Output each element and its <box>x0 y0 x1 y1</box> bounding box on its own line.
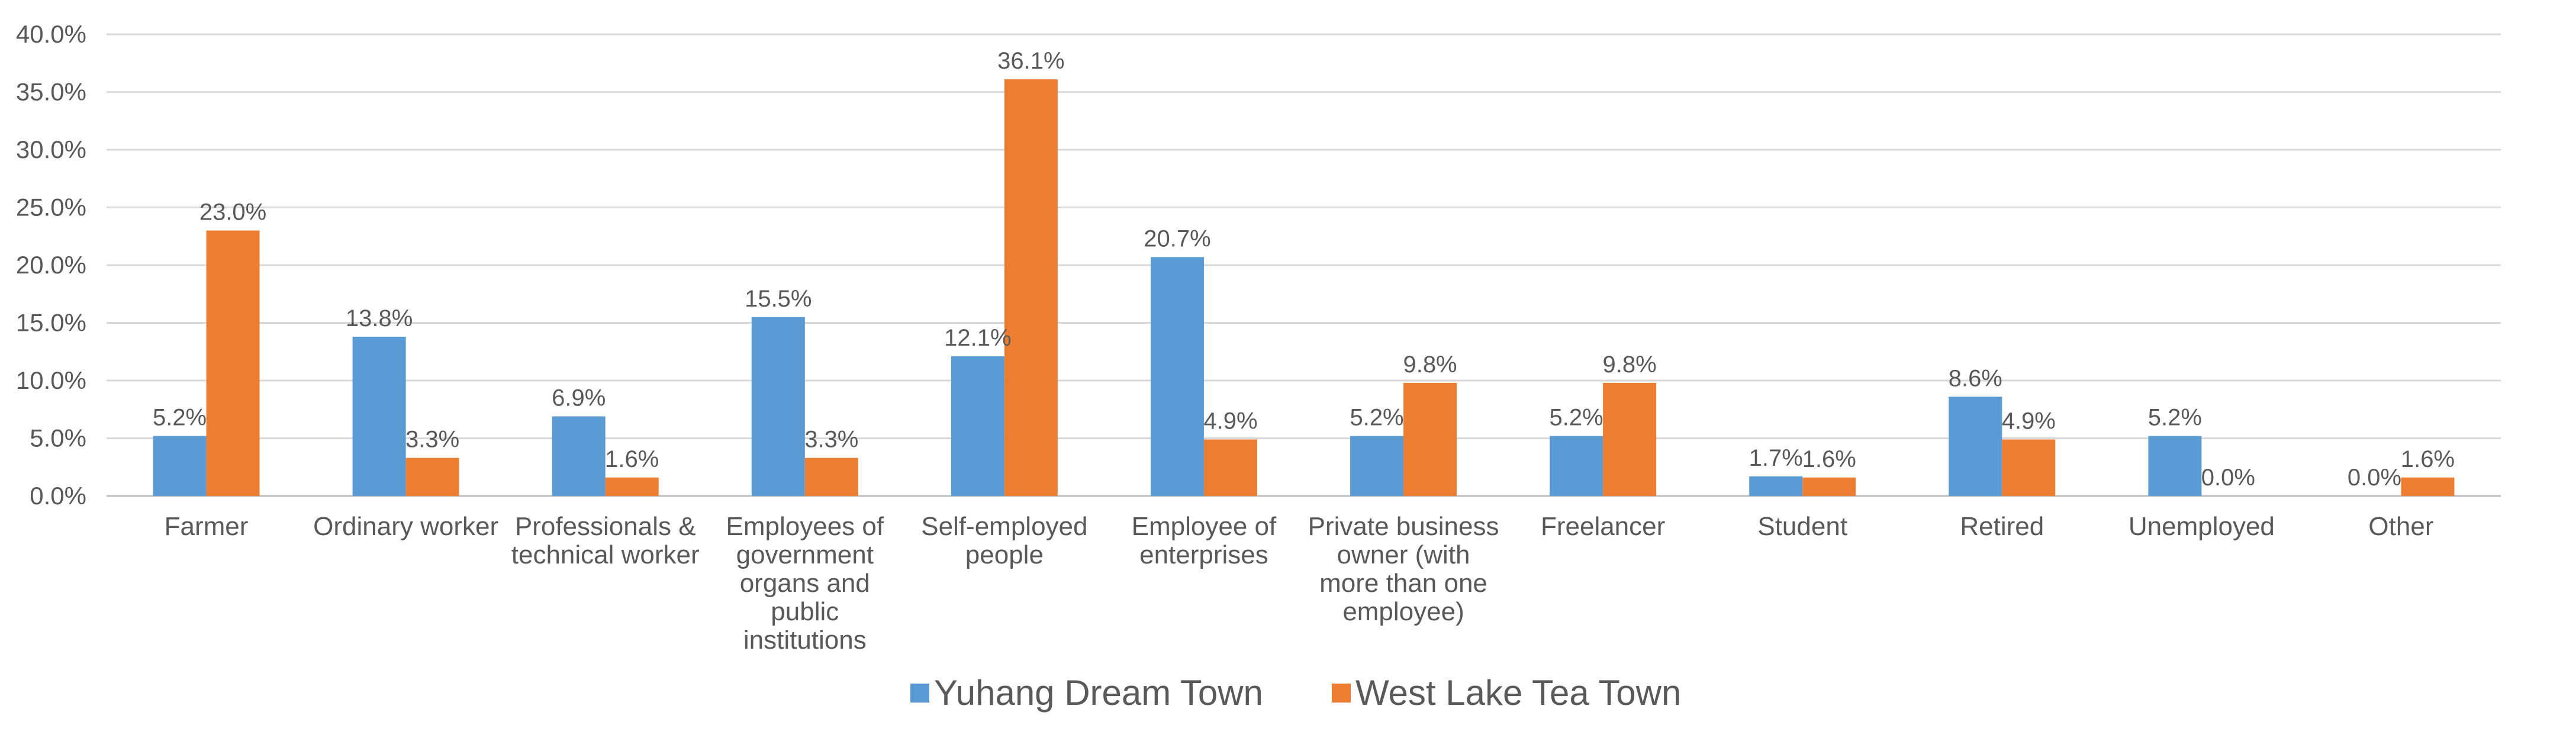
data-label: 36.1% <box>997 48 1064 74</box>
bar-yuhang <box>951 356 1004 496</box>
x-category-label: Farmer <box>165 512 249 541</box>
y-tick-label: 30.0% <box>16 136 86 163</box>
data-label: 23.0% <box>199 199 266 225</box>
data-label: 5.2% <box>153 405 207 431</box>
legend-swatch <box>1332 684 1351 703</box>
bar-west-lake <box>405 458 459 496</box>
bar-yuhang <box>552 416 606 496</box>
bar-west-lake <box>1603 382 1657 496</box>
data-label: 0.0% <box>2348 465 2401 491</box>
bar-west-lake <box>206 230 260 496</box>
bar-west-lake <box>2401 477 2455 496</box>
data-label: 13.8% <box>346 305 413 331</box>
bar-yuhang <box>153 436 207 496</box>
bar-yuhang <box>1749 476 1803 496</box>
data-label: 0.0% <box>2201 465 2255 491</box>
x-category-label: Ordinary worker <box>313 512 498 541</box>
data-label: 20.7% <box>1144 225 1210 252</box>
data-label: 5.2% <box>1350 405 1403 431</box>
x-category-label: Employees of government organs and public in… <box>726 512 884 655</box>
bar-west-lake <box>605 477 659 496</box>
y-tick-label: 20.0% <box>16 251 86 279</box>
x-category-label: Other <box>2368 512 2433 541</box>
bar-yuhang <box>751 317 805 496</box>
data-label: 1.6% <box>605 446 659 472</box>
gridlines <box>107 33 2501 497</box>
data-label: 5.2% <box>1550 405 1603 431</box>
data-label: 9.8% <box>1403 352 1457 378</box>
data-label: 6.9% <box>552 385 606 411</box>
legend-swatch <box>910 684 929 703</box>
y-tick-label: 0.0% <box>30 482 86 510</box>
y-tick-label: 5.0% <box>30 424 86 452</box>
data-label: 15.5% <box>745 286 812 312</box>
y-tick-label: 15.0% <box>16 309 86 337</box>
x-category-label: Freelancer <box>1541 512 1665 541</box>
x-category-label: Student <box>1757 512 1847 541</box>
bar-yuhang <box>1150 257 1204 496</box>
legend: Yuhang Dream Town West Lake Tea Town <box>910 673 1681 713</box>
y-tick-label: 10.0% <box>16 366 86 394</box>
y-axis: 0.0% 5.0% 10.0% 15.0% 20.0% 25.0% 30.0% 35.0% 40… <box>16 20 86 510</box>
x-category-label: Employee of enterprises <box>1132 512 1277 569</box>
y-tick-label: 35.0% <box>16 78 86 106</box>
data-label: 3.3% <box>804 427 858 453</box>
x-category-label: Unemployed <box>2129 512 2275 541</box>
legend-label: Yuhang Dream Town <box>934 673 1263 713</box>
y-tick-label: 25.0% <box>16 194 86 221</box>
bar-yuhang <box>1350 436 1404 496</box>
data-label: 1.7% <box>1749 445 1803 471</box>
data-label: 1.6% <box>2401 446 2455 472</box>
bar-west-lake <box>2002 439 2056 496</box>
data-label: 8.6% <box>1949 365 2002 391</box>
data-label: 3.3% <box>405 427 459 453</box>
data-label: 9.8% <box>1603 352 1657 378</box>
x-category-label: Professionals & technical worker <box>511 512 700 569</box>
bar-yuhang <box>2148 436 2202 496</box>
data-label: 5.2% <box>2148 405 2202 431</box>
bar-yuhang <box>1949 397 2002 496</box>
data-labels: 5.2% 23.0% 13.8% 3.3% 6.9% 1.6% 15.5% 3.3% 12.1%… <box>153 48 2455 491</box>
bar-west-lake <box>804 458 858 496</box>
x-axis: Farmer Ordinary worker Professionals & tech… <box>165 512 2434 655</box>
data-label: 1.6% <box>1802 446 1856 472</box>
data-label: 12.1% <box>944 325 1011 351</box>
bar-west-lake <box>1403 382 1457 496</box>
x-category-label: Private business owner (with more than one… <box>1308 512 1499 626</box>
bar-yuhang <box>1550 436 1603 496</box>
data-label: 4.9% <box>2002 408 2056 434</box>
bar-yuhang <box>352 336 406 496</box>
bar-west-lake <box>1203 439 1257 496</box>
x-category-label: Self-employed people <box>921 512 1087 569</box>
bars <box>153 79 2455 497</box>
y-tick-label: 40.0% <box>16 20 86 48</box>
legend-label: West Lake Tea Town <box>1355 673 1681 713</box>
x-category-label: Retired <box>1960 512 2044 541</box>
bar-west-lake <box>1802 477 1856 496</box>
data-label: 4.9% <box>1203 408 1257 434</box>
bar-west-lake <box>1004 79 1058 497</box>
